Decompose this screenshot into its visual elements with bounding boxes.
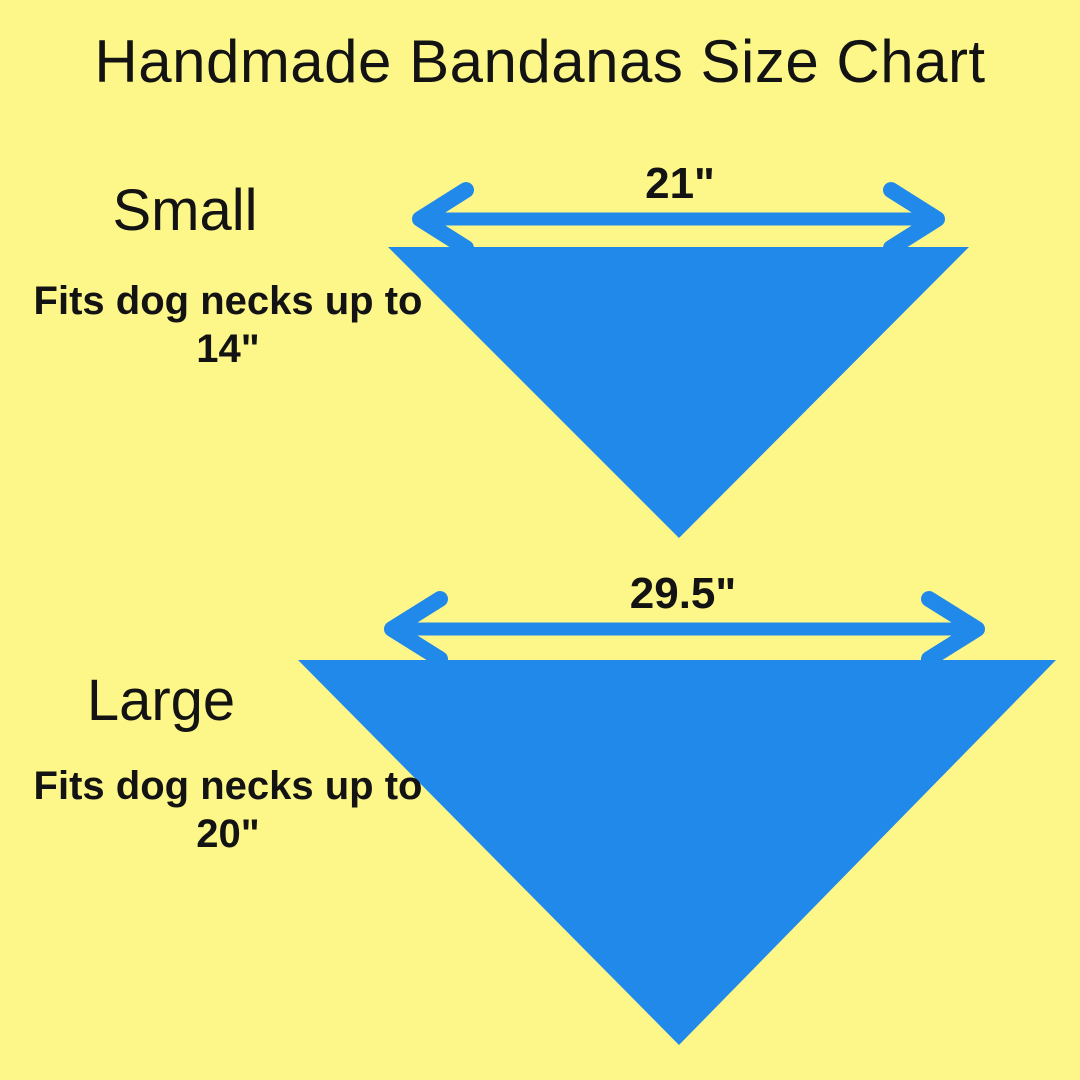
small-bandana-triangle	[388, 247, 969, 538]
small-fit-line2: 14"	[196, 327, 260, 371]
large-width-measurement: 29.5"	[629, 569, 737, 618]
large-bandana-triangle	[298, 660, 1056, 1045]
small-width-measurement: 21"	[645, 159, 715, 208]
large-width-arrow	[384, 591, 985, 667]
large-fit-line1: Fits dog necks up to	[33, 764, 423, 808]
large-arrow-left-head-icon	[384, 591, 448, 667]
large-fit-description: Fits dog necks up to 20"	[0, 762, 456, 858]
small-size-heading: Small	[112, 178, 258, 243]
small-fit-description: Fits dog necks up to 14"	[0, 277, 456, 373]
small-arrow-right-head-icon	[883, 182, 945, 256]
small-arrow-left-head-icon	[412, 182, 474, 256]
large-fit-line2: 20"	[196, 812, 260, 856]
small-fit-line1: Fits dog necks up to	[33, 279, 423, 323]
page-title: Handmade Bandanas Size Chart	[94, 28, 986, 95]
large-size-heading: Large	[86, 668, 236, 733]
small-width-arrow	[412, 182, 945, 256]
large-arrow-right-head-icon	[921, 591, 985, 667]
